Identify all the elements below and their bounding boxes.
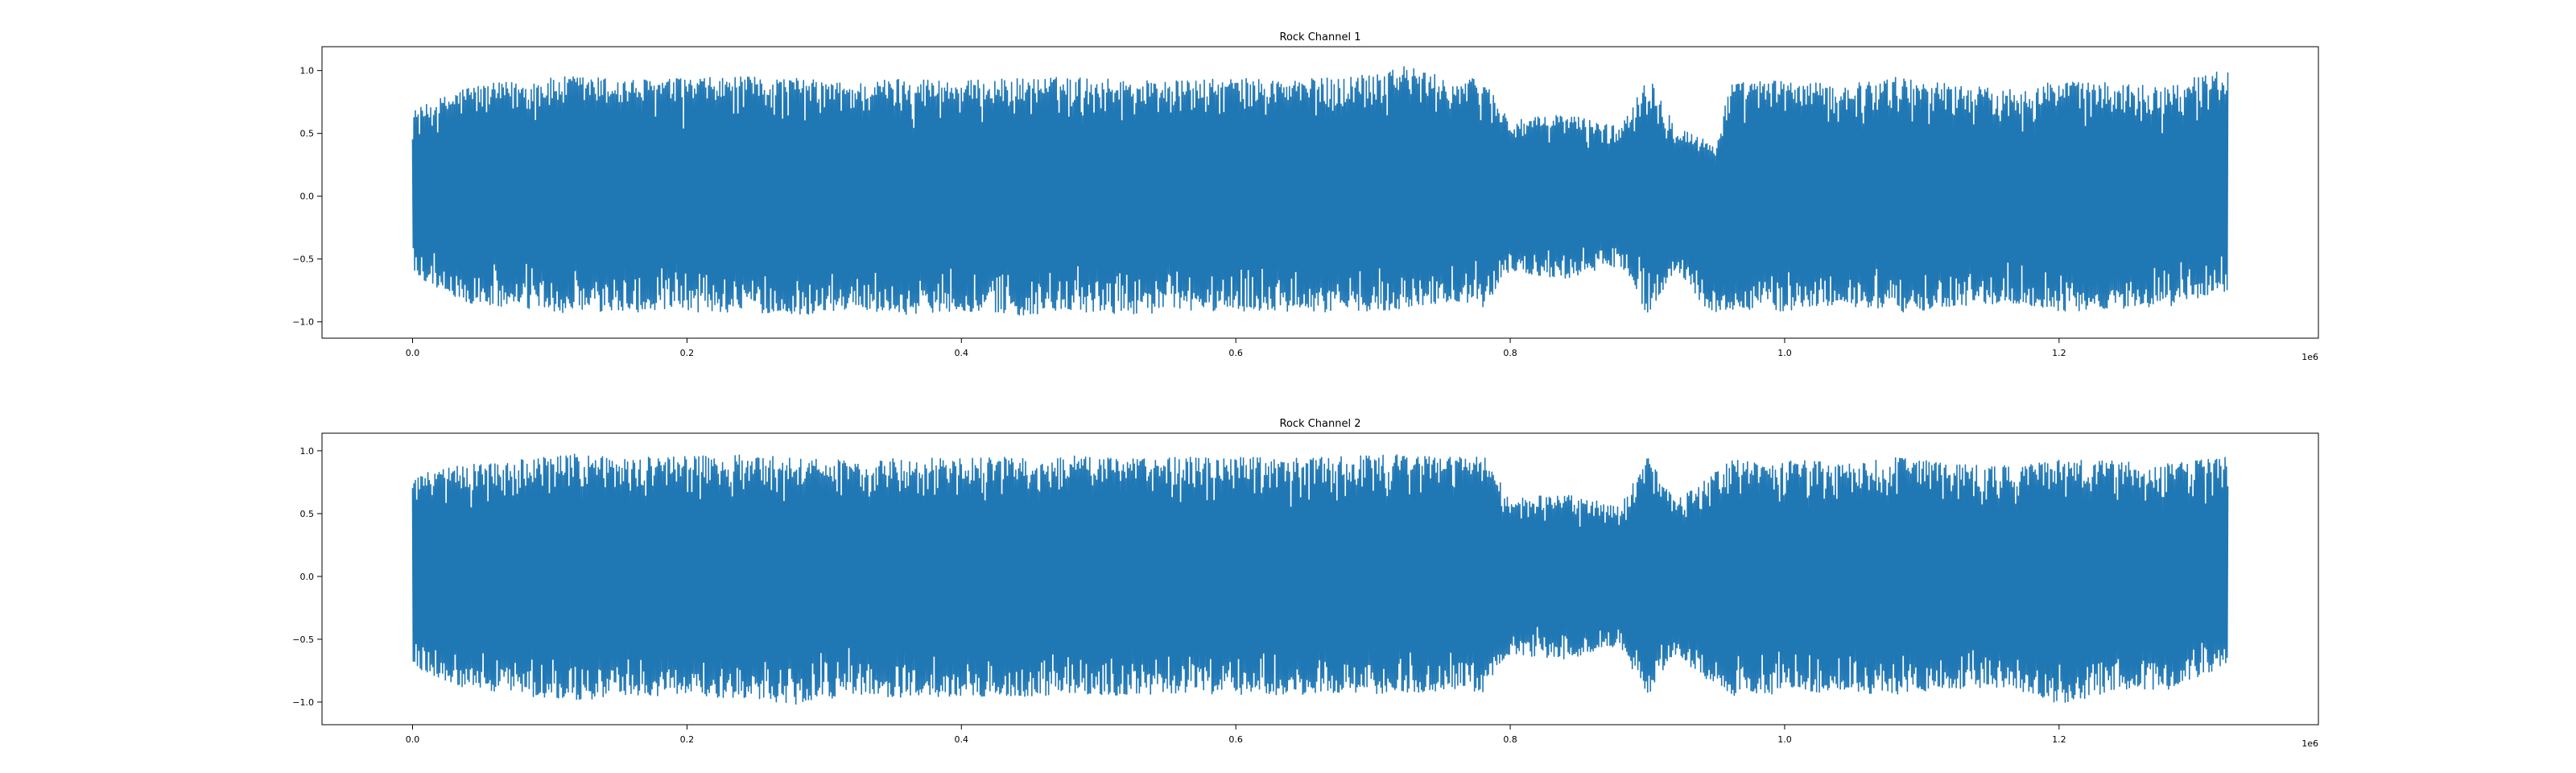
tick-layer: 0.0 0.2 0.4 0.6 0.8 1.0 1.2 1.0 0.5 0.0 −0.5 −1.0: [292, 66, 2066, 358]
x-tick-label: 0.4: [955, 348, 969, 358]
x-tick-label: 1.2: [2052, 348, 2066, 358]
tick-layer: 0.0 0.2 0.4 0.6 0.8 1.0 1.2 1.0 0.5 0.0 −0.5 −1.0: [292, 446, 2066, 745]
x-tick-label: 0.2: [680, 348, 695, 358]
y-tick-label: −1.0: [292, 317, 314, 328]
y-tick-label: −0.5: [292, 254, 314, 265]
y-tick-label: 0.0: [300, 192, 315, 202]
axes-frame: [321, 46, 2319, 339]
waveform-series-line: [411, 453, 2229, 705]
axes-frame: [321, 432, 2319, 725]
x-tick-label: 1.0: [1777, 734, 1792, 745]
y-tick-label: 1.0: [300, 446, 315, 457]
x-offset-label: 1e6: [2301, 352, 2318, 362]
chart-title: Rock Channel 1: [1280, 31, 1361, 43]
x-tick-label: 0.8: [1503, 734, 1517, 745]
y-tick-label: −0.5: [292, 635, 314, 645]
x-tick-label: 0.6: [1228, 734, 1243, 745]
x-tick-label: 0.8: [1503, 348, 1517, 358]
x-tick-label: 0.0: [406, 348, 420, 358]
waveform-series-line: [411, 66, 2229, 316]
x-tick-label: 0.4: [955, 734, 969, 745]
subplot-rock-channel-2: Rock Channel 2 0.0 0.2 0.4 0.6 0.8 1.0 1.21.00…: [292, 418, 2319, 749]
x-offset-label: 1e6: [2301, 738, 2318, 749]
x-tick-label: 1.2: [2052, 734, 2066, 745]
y-tick-label: −1.0: [292, 697, 314, 708]
y-tick-label: 0.0: [300, 572, 315, 582]
subplot-rock-channel-1: Rock Channel 1 0.0 0.2 0.4 0.6 0.8 1.0 1.21.00…: [292, 31, 2319, 362]
x-tick-label: 0.0: [406, 734, 420, 745]
x-tick-label: 0.6: [1228, 348, 1243, 358]
chart-title: Rock Channel 2: [1280, 418, 1361, 430]
plot-area: [411, 66, 2229, 316]
plot-area: [411, 453, 2229, 705]
x-tick-label: 0.2: [680, 734, 695, 745]
y-tick-label: 1.0: [300, 66, 315, 76]
x-tick-label: 1.0: [1777, 348, 1792, 358]
y-tick-label: 0.5: [300, 129, 315, 139]
y-tick-label: 0.5: [300, 509, 315, 519]
